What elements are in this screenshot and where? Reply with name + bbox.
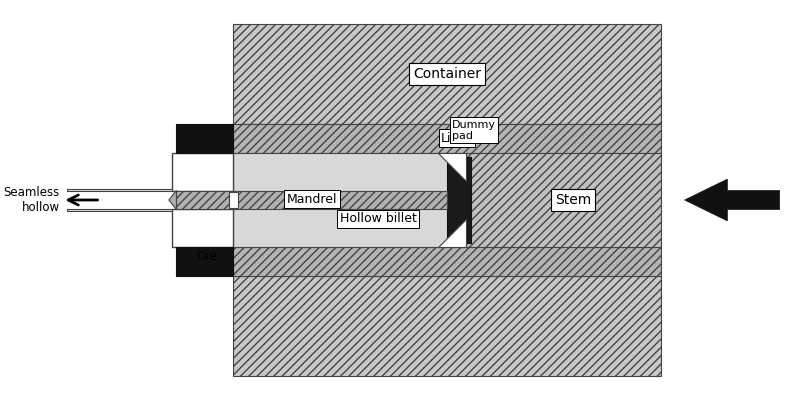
Polygon shape (685, 179, 780, 221)
Bar (177, 124, 234, 152)
Bar (67, 210, 172, 211)
Text: Seamless
hollow: Seamless hollow (3, 186, 59, 214)
Bar (234, 24, 661, 124)
Text: Dummy
pad: Dummy pad (452, 120, 496, 141)
Text: Container: Container (413, 67, 481, 81)
Text: Die: Die (197, 250, 218, 264)
Bar (172, 152, 234, 190)
Polygon shape (438, 219, 466, 248)
Bar (67, 189, 172, 190)
Text: Stem: Stem (555, 193, 591, 207)
Text: Liner: Liner (441, 132, 472, 145)
Bar (177, 248, 234, 276)
Bar (234, 124, 661, 152)
Bar (177, 190, 447, 210)
Bar (172, 210, 234, 248)
Text: Hollow billet: Hollow billet (340, 212, 417, 226)
Bar (466, 152, 661, 248)
Polygon shape (438, 152, 466, 181)
Polygon shape (169, 190, 177, 210)
Bar (234, 276, 661, 376)
Bar (234, 248, 661, 276)
Bar (447, 157, 471, 243)
Text: Mandrel: Mandrel (286, 192, 337, 206)
Bar (229, 192, 238, 208)
Bar (234, 152, 466, 248)
